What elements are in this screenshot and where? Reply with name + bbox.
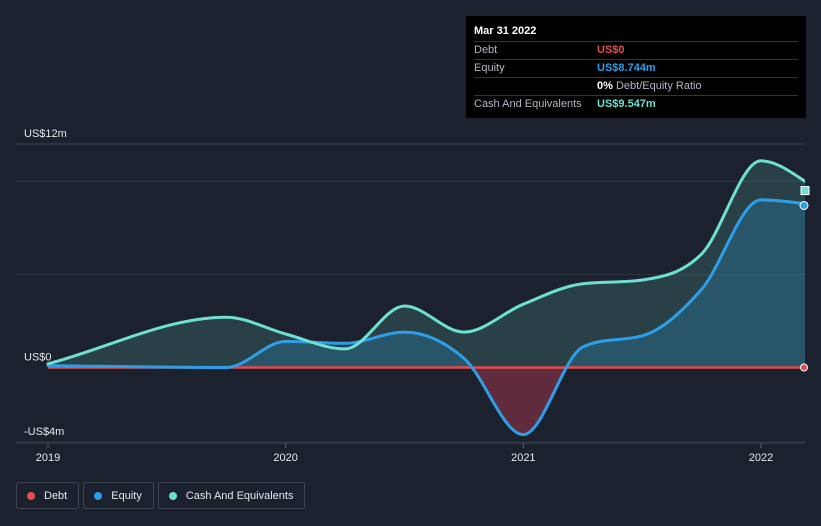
cash-line [46, 159, 805, 366]
equity-negative-area [472, 368, 567, 435]
equity-area [48, 199, 805, 435]
legend-label-cash: Cash And Equivalents [185, 489, 294, 502]
x-tick-label: 2020 [273, 452, 297, 464]
tooltip-row-debt: Debt US$0 [474, 41, 798, 58]
tooltip-cash-value: US$9.547m [597, 98, 656, 110]
tooltip-debt-label: Debt [474, 44, 498, 56]
equity-end-marker [799, 200, 809, 210]
tooltip-row-cash: Cash And Equivalents US$9.547m [474, 95, 798, 112]
legend-item-cash[interactable]: Cash And Equivalents [157, 482, 306, 509]
legend-item-debt[interactable]: Debt [16, 482, 80, 509]
legend-item-equity[interactable]: Equity [83, 482, 154, 509]
y-tick-label: US$0 [24, 352, 52, 364]
legend-dot-debt-icon [27, 491, 35, 500]
tooltip-cash-label: Cash And Equivalents [474, 98, 582, 110]
y-tick-label: US$12m [24, 128, 67, 140]
debt-end-marker [800, 363, 808, 372]
tooltip-row-equity: Equity US$8.744m [474, 59, 798, 76]
tooltip-equity-value: US$8.744m [597, 62, 656, 74]
tooltip-equity-label: Equity [474, 62, 505, 74]
tooltip-ratio-value: 0% Debt/Equity Ratio [597, 78, 702, 94]
chart-legend: Debt Equity Cash And Equivalents [16, 482, 306, 509]
tooltip-ratio-suffix: Debt/Equity Ratio [612, 80, 702, 92]
cash-area [48, 160, 805, 368]
x-tick-label: 2019 [36, 452, 60, 464]
tooltip-ratio-number: 0% [597, 80, 613, 92]
cash-end-marker [800, 186, 810, 196]
equity-line [46, 198, 805, 437]
y-tick-label: -US$4m [24, 426, 64, 438]
legend-dot-equity-icon [94, 491, 103, 500]
legend-label-equity: Equity [111, 489, 142, 502]
data-tooltip: Mar 31 2022 Debt US$0 Equity US$8.744m 0… [466, 16, 806, 118]
x-tick-label: 2022 [749, 452, 773, 464]
tooltip-debt-value: US$0 [597, 44, 625, 56]
tooltip-ratio-label [474, 78, 597, 94]
legend-dot-cash-icon [168, 491, 177, 500]
tooltip-date: Mar 31 2022 [474, 25, 537, 37]
x-tick-label: 2021 [511, 452, 535, 464]
legend-label-debt: Debt [44, 489, 68, 502]
tooltip-row-ratio: 0% Debt/Equity Ratio [474, 77, 798, 94]
